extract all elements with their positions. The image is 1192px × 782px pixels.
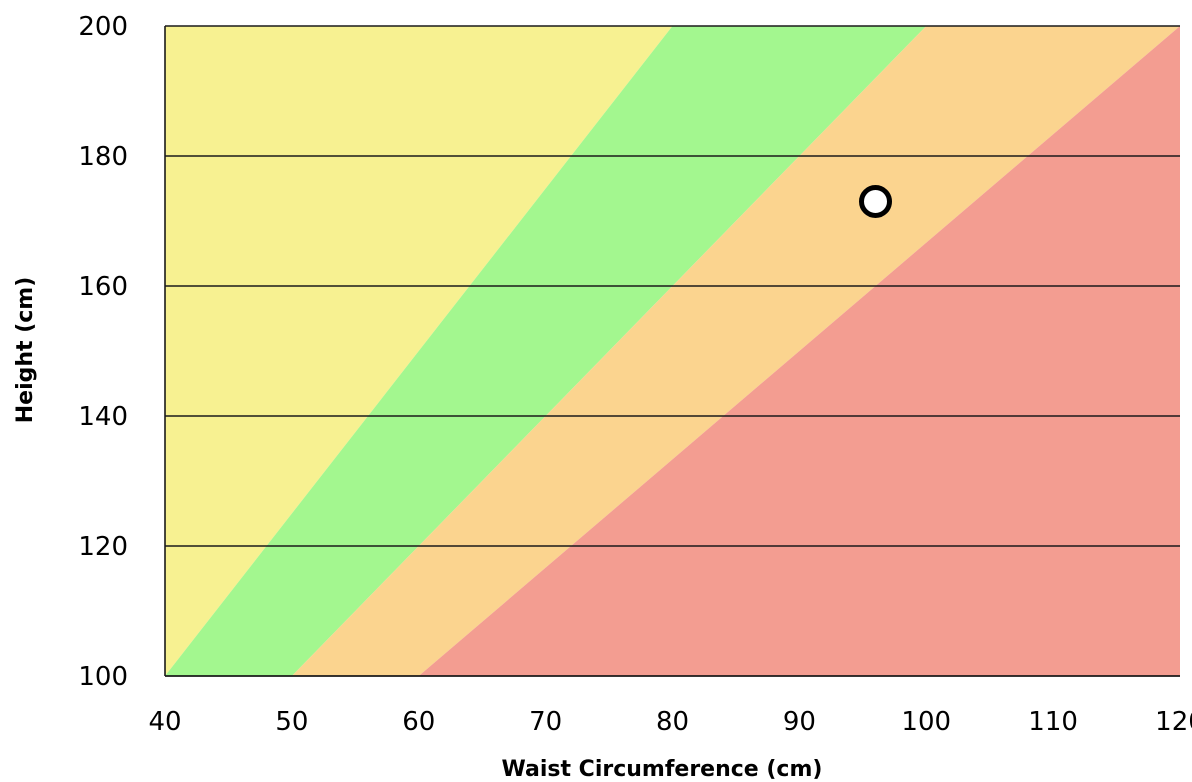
x-tick-label-80: 80 (656, 707, 689, 737)
x-tick-label-40: 40 (148, 707, 181, 737)
y-tick-label-140: 140 (78, 402, 128, 432)
y-tick-label-100: 100 (78, 662, 128, 692)
y-tick-label-200: 200 (78, 12, 128, 42)
x-axis-title: Waist Circumference (cm) (502, 757, 823, 782)
y-axis-title: Height (cm) (13, 277, 38, 424)
zone-2 (291, 26, 1180, 676)
x-tick-label-110: 110 (1028, 707, 1078, 737)
zone-3 (418, 26, 1180, 676)
y-tick-label-160: 160 (78, 272, 128, 302)
x-tick-label-50: 50 (275, 707, 308, 737)
zone-1 (165, 26, 927, 676)
gridlines (164, 25, 1180, 677)
data-points (859, 185, 892, 218)
x-tick-label-70: 70 (529, 707, 562, 737)
x-tick-label-90: 90 (783, 707, 816, 737)
x-tick-label-60: 60 (402, 707, 435, 737)
tick-labels: 40 50 60 70 80 90 100 110 120 100 120 140 160 180 200 (78, 12, 1192, 737)
x-tick-label-100: 100 (901, 707, 951, 737)
y-tick-label-180: 180 (78, 142, 128, 172)
zones-layer (165, 26, 1180, 676)
y-tick-label-120: 120 (78, 532, 128, 562)
x-tick-label-120: 120 (1155, 707, 1192, 737)
data-point-0 (859, 185, 892, 218)
